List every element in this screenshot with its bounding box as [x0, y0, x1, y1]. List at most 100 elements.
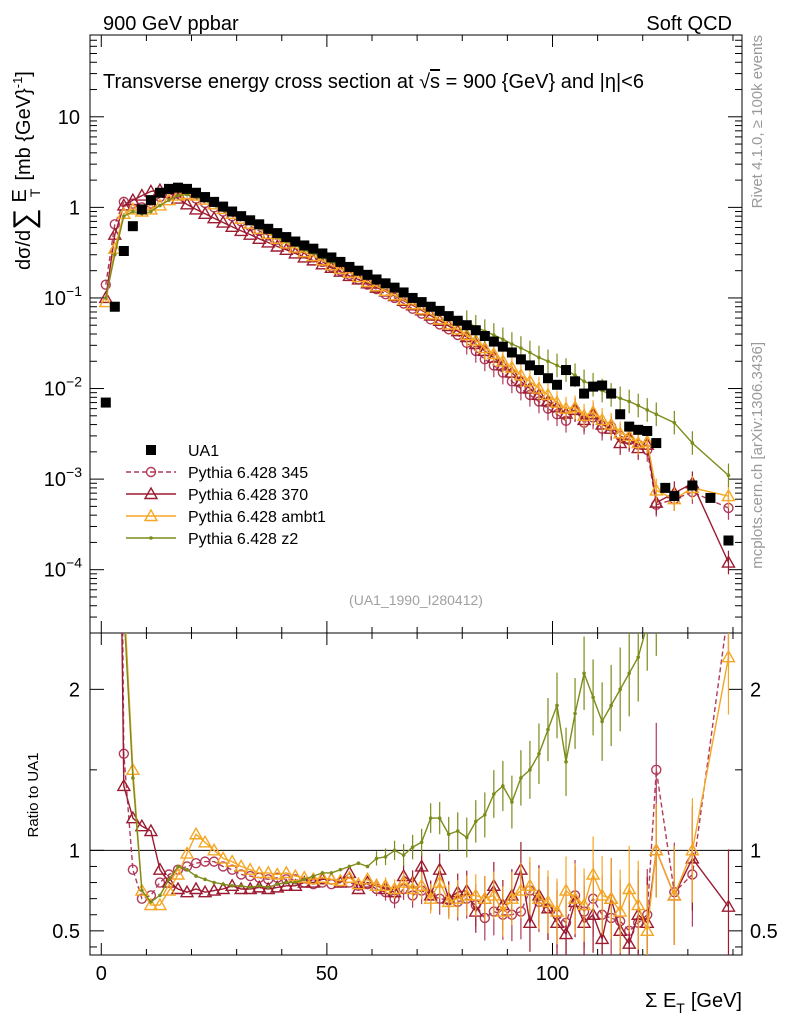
x-tick-label: 50	[316, 963, 338, 985]
ratio-point	[495, 904, 511, 917]
ratio-point	[134, 883, 150, 896]
data-point	[118, 245, 129, 256]
ratio-point	[600, 719, 604, 724]
mc-point	[279, 242, 294, 256]
ratio-point	[383, 854, 388, 859]
ratio-point	[450, 891, 465, 904]
ratio-point	[432, 875, 447, 888]
mc-point	[324, 257, 339, 271]
ratio-point	[627, 671, 631, 676]
mc-point	[486, 346, 502, 360]
ratio-point	[242, 862, 258, 875]
ratio-point	[360, 871, 375, 885]
ratio-point	[197, 834, 213, 848]
mc-point	[206, 210, 222, 224]
mc-point	[519, 346, 523, 350]
ratio-point	[197, 884, 213, 898]
ratio-point	[176, 864, 180, 869]
ratio-tick-label-right: 0.5	[750, 921, 778, 943]
mc-point	[721, 555, 736, 568]
ratio-point	[582, 671, 586, 676]
data-point	[254, 219, 265, 230]
ratio-point	[567, 891, 583, 904]
ratio-point	[179, 884, 195, 898]
ratio-point	[531, 891, 547, 904]
mc-point	[537, 355, 541, 360]
data-point	[182, 183, 193, 194]
mc-point	[726, 473, 731, 478]
mc-point	[188, 201, 204, 215]
ratio-point	[143, 897, 159, 911]
data-point	[154, 187, 165, 198]
mc-point	[315, 256, 330, 270]
mc-point	[531, 381, 547, 394]
ratio-point	[369, 878, 384, 891]
mc-point	[495, 353, 511, 367]
ratio-point	[612, 904, 628, 917]
ratio-point	[270, 879, 285, 893]
ratio-point	[585, 867, 601, 880]
data-point	[335, 256, 346, 267]
mc-point	[233, 223, 249, 237]
data-point	[308, 243, 319, 254]
data-point	[109, 301, 120, 312]
mc-point	[414, 301, 429, 315]
legend-label: UA1	[188, 443, 219, 460]
mc-point	[582, 379, 586, 384]
mc-point	[459, 327, 474, 341]
ratio-point	[140, 888, 144, 893]
ratio-point	[161, 883, 177, 896]
mc-point	[224, 219, 240, 233]
ratio-point	[215, 881, 231, 895]
mc-point	[450, 323, 465, 337]
ratio-point	[251, 865, 267, 879]
ratio-point	[293, 880, 298, 885]
ratio-point	[288, 868, 303, 882]
ratio-point	[492, 792, 496, 796]
data-point	[416, 297, 427, 308]
ratio-point	[288, 878, 303, 891]
y-axis-label: dσ/d∑ET[mb {GeV}-1]	[8, 71, 43, 270]
mc-point	[631, 435, 646, 449]
data-point	[461, 320, 472, 331]
data-point	[272, 228, 283, 239]
mc-point	[387, 287, 402, 301]
ratio-point	[374, 856, 379, 861]
mc-point	[369, 278, 384, 292]
ratio-point	[721, 899, 736, 912]
y-tick-label: 10	[58, 107, 80, 129]
data-point	[145, 195, 156, 206]
data-point	[588, 381, 599, 392]
ratio-point	[113, 366, 117, 370]
mc-point	[167, 198, 171, 203]
ratio-point	[347, 864, 352, 869]
ratio-point	[270, 867, 285, 880]
y-tick-label: 1	[69, 197, 80, 219]
mc-point	[528, 350, 532, 355]
ratio-point	[621, 881, 637, 895]
ratio-tick-label-right: 2	[750, 679, 761, 701]
ratio-point	[167, 877, 171, 882]
ratio-point	[537, 751, 541, 756]
ratio-plot-frame	[89, 632, 743, 956]
mc-point	[179, 196, 195, 210]
ratio-point	[194, 874, 198, 878]
data-point	[281, 232, 292, 243]
mc-point	[113, 252, 117, 257]
data-point	[200, 192, 211, 203]
x-tick-label: 0	[96, 963, 107, 985]
ratio-point	[342, 870, 357, 883]
mc-point	[594, 412, 610, 426]
ratio-point	[441, 894, 456, 908]
mcplots-note: mcplots.cern.ch [arXiv:1306.3436]	[749, 342, 766, 569]
ratio-point	[555, 703, 559, 708]
ratio-point	[603, 891, 619, 904]
mc-point	[558, 401, 574, 414]
ratio-point	[428, 816, 433, 820]
ratio-tick-label: 1	[69, 840, 80, 862]
ratio-line	[122, 633, 726, 932]
ratio-point	[483, 813, 487, 817]
ratio-point	[437, 816, 442, 820]
data-point	[209, 196, 220, 207]
mc-point	[441, 318, 456, 332]
